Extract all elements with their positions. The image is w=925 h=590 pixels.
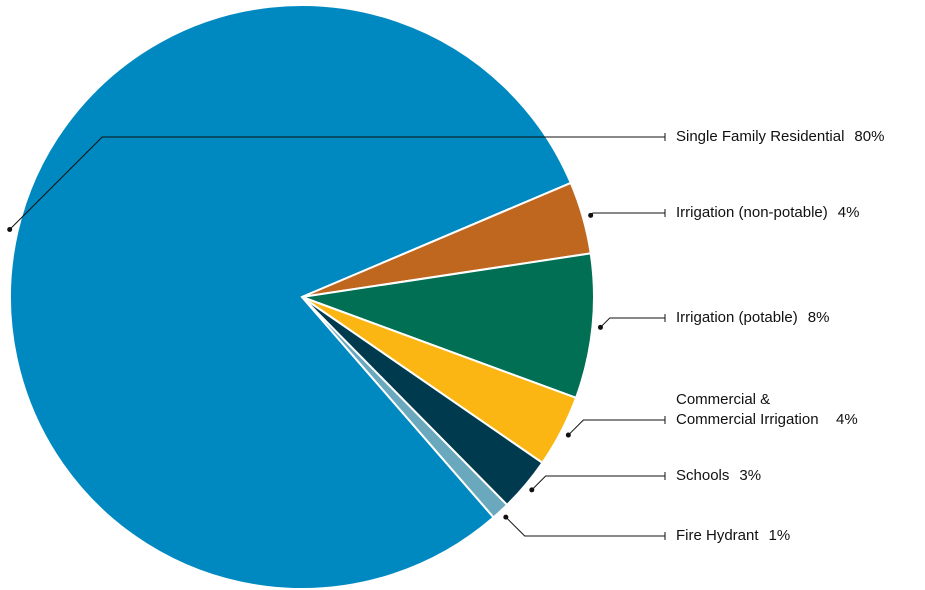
leader-line [600, 317, 665, 328]
leader-line [505, 516, 665, 537]
slice-name: Fire Hydrant [676, 527, 759, 544]
pie-slice [301, 252, 595, 400]
slice-value: 80% [854, 128, 885, 145]
slice-name: Single Family Residential [676, 128, 845, 145]
slice-label: Commercial & Commercial Irrigation 4% [676, 390, 858, 430]
leader-line [590, 212, 665, 216]
leader-dot [529, 487, 535, 493]
slice-value: 3% [739, 467, 762, 484]
slice-label: Fire Hydrant 1% [676, 526, 790, 546]
slice-value: 8% [807, 309, 830, 326]
slice-label: Irrigation (potable) 8% [676, 308, 829, 328]
leader-line [531, 475, 665, 491]
leader-dot [7, 227, 13, 233]
slice-name: Irrigation (non-potable) [676, 204, 828, 221]
slice-name: Schools [676, 467, 730, 484]
pie-slice [301, 296, 509, 519]
slice-name: Irrigation (potable) [676, 309, 798, 326]
pie-slice [9, 4, 573, 590]
slice-value: 1% [768, 527, 791, 544]
leader-dot [597, 324, 603, 330]
slice-name: Commercial & Commercial Irrigation [676, 391, 819, 428]
slice-label: Schools 3% [676, 466, 761, 486]
leader-dot [503, 514, 509, 520]
leader-dot [588, 212, 594, 218]
slice-value: 4% [837, 204, 860, 221]
slice-label: Single Family Residential 80% [676, 127, 884, 147]
leader-line [567, 419, 665, 436]
leader-line [9, 136, 665, 230]
slice-value: 4% [836, 411, 858, 428]
leader-dot [565, 432, 571, 438]
slice-label: Irrigation (non-potable) 4% [676, 203, 859, 223]
